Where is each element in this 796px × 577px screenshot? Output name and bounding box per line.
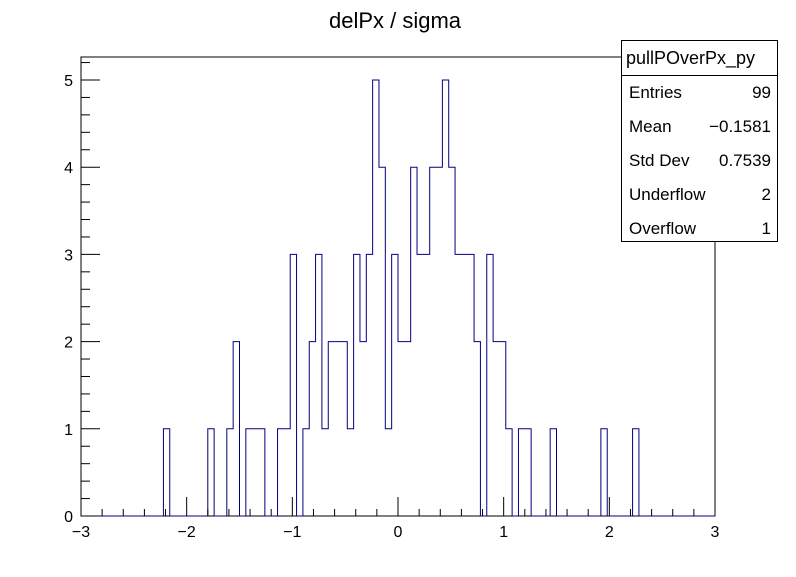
y-tick-label: 1: [64, 422, 73, 439]
stats-row-overflow: Overflow 1: [622, 212, 777, 246]
stats-value: 2: [761, 185, 771, 204]
y-tick-label: 5: [64, 73, 73, 90]
stats-value: 1: [761, 219, 771, 238]
histogram-series: [81, 79, 715, 517]
y-tick-label: 3: [64, 247, 73, 264]
x-axis: −3 −2 −1 0 1 2 3: [72, 497, 720, 541]
y-tick-label: 2: [64, 335, 73, 352]
stats-label: Mean: [629, 117, 672, 136]
stats-row-mean: Mean −0.1581: [622, 110, 777, 144]
stats-label: Overflow: [629, 219, 697, 238]
x-tick-label: 2: [605, 524, 614, 541]
x-tick-label: −1: [283, 524, 301, 541]
stats-value: −0.1581: [709, 117, 771, 136]
y-tick-label: 0: [64, 509, 73, 526]
stats-row-stddev: Std Dev 0.7539: [622, 144, 777, 178]
x-tick-label: 0: [394, 524, 403, 541]
stats-box: pullPOverPx_py Entries 99 Mean −0.1581 S…: [621, 40, 778, 242]
stats-label: Underflow: [629, 185, 706, 204]
stats-label: Std Dev: [629, 151, 690, 170]
x-tick-label: 3: [711, 524, 720, 541]
y-tick-label: 4: [64, 160, 73, 177]
x-tick-label: 1: [499, 524, 508, 541]
x-tick-label: −3: [72, 524, 90, 541]
y-axis: 0 1 2 3 4 5: [64, 62, 100, 526]
stats-label: Entries: [629, 83, 682, 102]
stats-value: 0.7539: [719, 151, 771, 170]
stats-value: 99: [752, 83, 771, 102]
stats-row-entries: Entries 99: [622, 76, 777, 110]
histogram-line: [81, 79, 715, 517]
x-tick-label: −2: [178, 524, 196, 541]
stats-row-underflow: Underflow 2: [622, 178, 777, 212]
stats-title: pullPOverPx_py: [622, 41, 777, 76]
chart-title: delPx / sigma: [329, 8, 462, 33]
